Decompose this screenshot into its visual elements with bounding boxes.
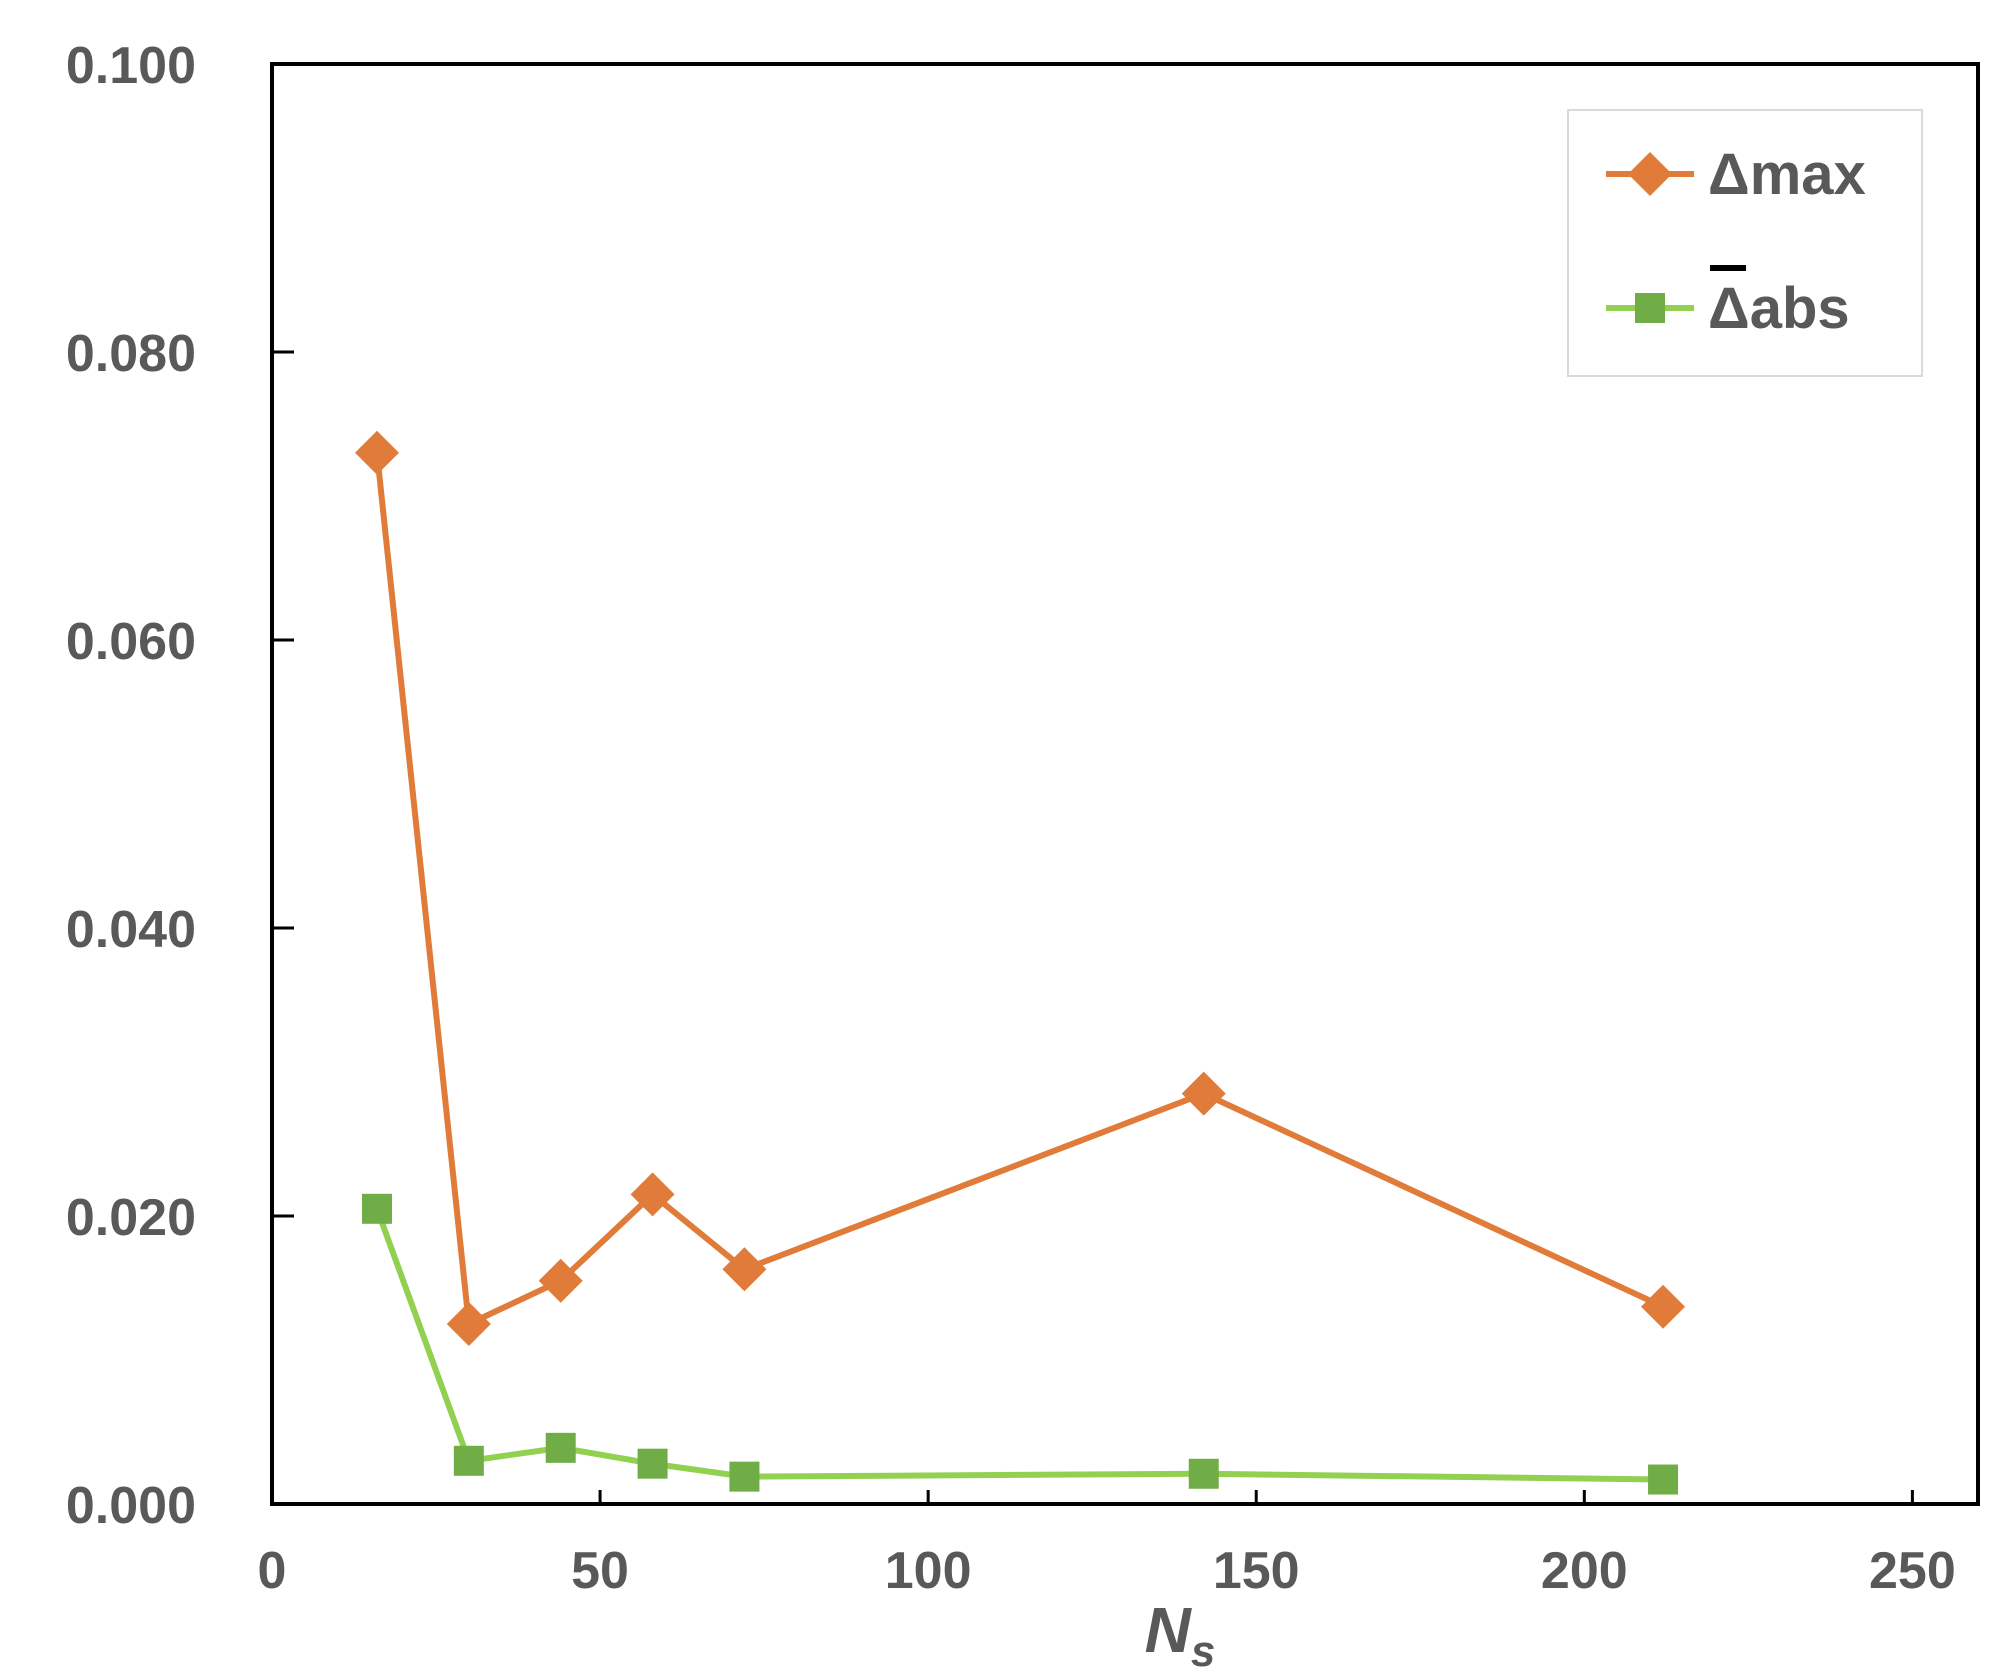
data-point bbox=[446, 1302, 491, 1346]
legend-marker bbox=[1628, 152, 1672, 196]
x-axis: 0 50 100 150 200 250 bbox=[258, 1490, 1956, 1600]
y-tick-label: 0.100 bbox=[66, 37, 196, 95]
data-point bbox=[722, 1247, 767, 1292]
legend-label: Δmax bbox=[1708, 142, 1866, 207]
x-axis-title-main: N bbox=[1145, 1594, 1193, 1666]
series-delta-abs bbox=[361, 1193, 1679, 1495]
data-point bbox=[637, 1448, 668, 1479]
legend: Δmax Δabs bbox=[1567, 109, 1923, 377]
x-tick-label: 200 bbox=[1541, 1542, 1628, 1600]
y-tick-label: 0.000 bbox=[66, 1477, 196, 1535]
y-tick-label: 0.040 bbox=[66, 901, 196, 959]
data-point bbox=[545, 1432, 576, 1463]
x-tick-label: 100 bbox=[885, 1542, 972, 1600]
y-tick-label: 0.020 bbox=[66, 1189, 196, 1247]
y-tick-label: 0.060 bbox=[66, 613, 196, 671]
data-point bbox=[630, 1172, 675, 1217]
data-point bbox=[361, 1193, 392, 1224]
legend-item: Δabs bbox=[1606, 265, 1850, 341]
data-point bbox=[1188, 1458, 1219, 1489]
data-point bbox=[1648, 1464, 1679, 1495]
x-axis-title: Ns bbox=[1145, 1594, 1216, 1676]
data-point bbox=[1641, 1284, 1686, 1329]
x-tick-label: 0 bbox=[258, 1542, 287, 1600]
legend-item: Δmax bbox=[1606, 142, 1866, 207]
data-point bbox=[453, 1445, 484, 1476]
x-tick-label: 250 bbox=[1869, 1542, 1956, 1600]
data-point bbox=[538, 1258, 583, 1303]
plot-area-frame bbox=[270, 62, 1980, 1506]
legend-marker bbox=[1635, 293, 1665, 323]
legend-label: Δabs bbox=[1708, 276, 1850, 341]
series-delta-max bbox=[354, 430, 1686, 1346]
series-layer bbox=[354, 430, 1686, 1495]
x-tick-label: 150 bbox=[1213, 1542, 1300, 1600]
y-tick-label: 0.080 bbox=[66, 325, 196, 383]
x-axis-title-subscript: s bbox=[1191, 1627, 1215, 1676]
data-point bbox=[1181, 1071, 1226, 1116]
data-point bbox=[354, 430, 399, 475]
data-point bbox=[729, 1461, 760, 1492]
y-axis: 0.000 0.020 0.040 0.060 0.080 0.100 bbox=[66, 37, 294, 1535]
x-tick-label: 50 bbox=[571, 1542, 629, 1600]
legend-box bbox=[1567, 109, 1923, 377]
